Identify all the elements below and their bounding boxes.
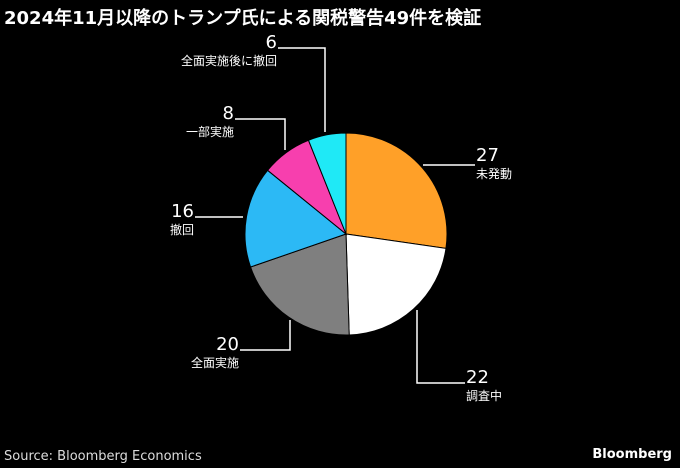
slice-value-2: 20 xyxy=(216,334,239,355)
slice-value-4: 8 xyxy=(222,103,234,124)
pie-slice-2 xyxy=(249,233,350,336)
slice-label-2: 全面実施 xyxy=(190,356,239,370)
chart-title: 2024年11月以降のトランプ氏による関税警告49件を検証 xyxy=(4,8,482,29)
slice-label-3: 撤回 xyxy=(169,223,194,237)
leader-line-5 xyxy=(278,47,326,132)
slice-label-0: 未発動 xyxy=(476,167,513,181)
slice-label-1: 調査中 xyxy=(466,389,503,403)
bloomberg-logo: Bloomberg xyxy=(592,447,672,462)
leader-line-2 xyxy=(240,320,291,351)
slice-value-3: 16 xyxy=(171,201,194,222)
pie-slice-1 xyxy=(345,233,447,336)
pie-slice-5 xyxy=(307,132,347,235)
leader-line-1 xyxy=(416,310,465,384)
pie-slice-0 xyxy=(345,132,448,249)
slice-label-4: 一部実施 xyxy=(185,125,234,139)
slice-value-1: 22 xyxy=(466,367,489,388)
pie-slice-3 xyxy=(244,169,348,268)
slice-value-0: 27 xyxy=(476,145,499,166)
slice-label-5: 全面実施後に撤回 xyxy=(180,54,277,68)
leader-line-4 xyxy=(235,118,286,150)
slice-value-5: 6 xyxy=(265,32,277,53)
source-note: Source: Bloomberg Economics xyxy=(4,449,202,464)
